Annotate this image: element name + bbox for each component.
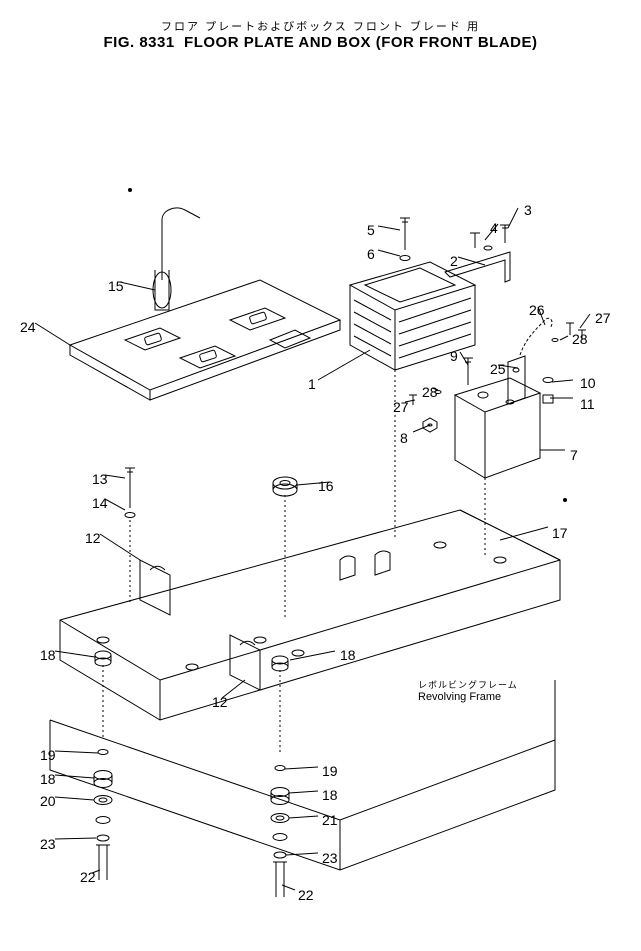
callout-27: 27 <box>393 399 409 415</box>
callout-27: 27 <box>595 310 611 326</box>
callout-13: 13 <box>92 471 108 487</box>
callout-6: 6 <box>367 246 375 262</box>
callout-26: 26 <box>529 302 545 318</box>
callout-12: 12 <box>212 694 228 710</box>
callout-15: 15 <box>108 278 124 294</box>
callout-3: 3 <box>524 202 532 218</box>
callout-5: 5 <box>367 222 375 238</box>
callout-28: 28 <box>572 331 588 347</box>
callout-19: 19 <box>322 763 338 779</box>
callout-8: 8 <box>400 430 408 446</box>
callout-12: 12 <box>85 530 101 546</box>
callout-18: 18 <box>40 771 56 787</box>
callout-23: 23 <box>322 850 338 866</box>
callout-2: 2 <box>450 253 458 269</box>
callout-24: 24 <box>20 319 36 335</box>
callout-14: 14 <box>92 495 108 511</box>
callout-18: 18 <box>322 787 338 803</box>
callout-22: 22 <box>298 887 314 903</box>
callout-1: 1 <box>308 376 316 392</box>
revolving-frame-label: レボルビングフレーム Revolving Frame <box>418 680 518 704</box>
callout-4: 4 <box>490 220 498 236</box>
callout-17: 17 <box>552 525 568 541</box>
callout-19: 19 <box>40 747 56 763</box>
callout-23: 23 <box>40 836 56 852</box>
callout-25: 25 <box>490 361 506 377</box>
callout-22: 22 <box>80 869 96 885</box>
callout-28: 28 <box>422 384 438 400</box>
callout-20: 20 <box>40 793 56 809</box>
callout-7: 7 <box>570 447 578 463</box>
callout-9: 9 <box>450 348 458 364</box>
callout-11: 11 <box>580 396 595 412</box>
callout-21: 21 <box>322 812 338 828</box>
callout-18: 18 <box>340 647 356 663</box>
callout-10: 10 <box>580 375 596 391</box>
callout-16: 16 <box>318 478 334 494</box>
callout-18: 18 <box>40 647 56 663</box>
